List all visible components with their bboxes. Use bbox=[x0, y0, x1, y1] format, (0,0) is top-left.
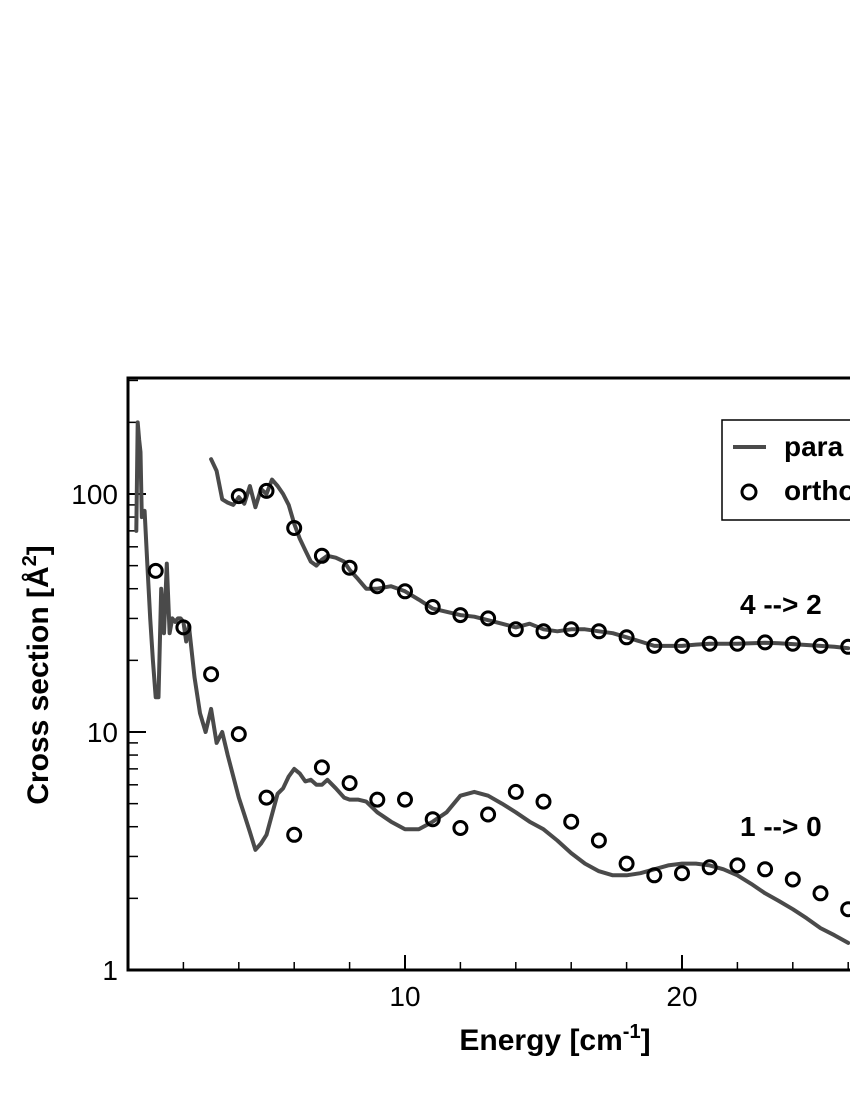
ortho-marker bbox=[812, 885, 829, 902]
series-layer bbox=[134, 420, 850, 945]
ortho-marker bbox=[480, 610, 497, 627]
ortho-marker bbox=[424, 599, 441, 615]
legend-ortho-marker bbox=[740, 483, 758, 501]
ortho-marker bbox=[618, 855, 635, 872]
annotation-1-0: 1 --> 0 bbox=[740, 811, 822, 842]
ortho-marker bbox=[175, 619, 192, 636]
x-tick-label: 20 bbox=[666, 981, 697, 1012]
ortho-marker bbox=[784, 871, 801, 888]
ortho-marker bbox=[535, 793, 552, 810]
ortho-marker bbox=[701, 859, 718, 876]
ortho-marker bbox=[147, 562, 164, 579]
ortho-marker bbox=[286, 520, 303, 536]
ortho-marker bbox=[701, 635, 718, 652]
ortho-marker bbox=[369, 791, 386, 808]
ortho-marker bbox=[784, 635, 801, 652]
ortho-marker bbox=[313, 759, 330, 776]
ortho-marker bbox=[757, 634, 774, 651]
axis-ticks: 10 20 1 10 100 bbox=[71, 379, 849, 1012]
ortho-marker bbox=[729, 857, 746, 874]
annotation-4-2: 4 --> 2 bbox=[740, 589, 822, 620]
x-axis-label: Energy [cm-1] bbox=[459, 1021, 650, 1057]
ortho-marker bbox=[369, 578, 386, 595]
ortho-marker bbox=[507, 621, 524, 638]
ortho-marker bbox=[203, 666, 220, 683]
ortho-marker bbox=[286, 826, 303, 843]
ortho-marker bbox=[452, 820, 469, 836]
y-tick-label: 1 bbox=[102, 955, 118, 986]
ortho-marker bbox=[674, 865, 690, 882]
ortho-marker bbox=[397, 583, 413, 600]
ortho-marker bbox=[563, 813, 580, 830]
y-axis-label: Cross section [Å2] bbox=[19, 545, 55, 805]
ortho-marker bbox=[646, 637, 663, 654]
ortho-marker bbox=[812, 637, 829, 654]
ortho-marker bbox=[341, 775, 358, 792]
ortho-marker bbox=[258, 789, 275, 806]
plot-frame bbox=[126, 376, 850, 972]
ortho-marker bbox=[590, 623, 607, 640]
ortho-marker bbox=[452, 607, 469, 624]
legend: para ortho bbox=[721, 419, 850, 521]
ortho-marker bbox=[590, 832, 607, 849]
ortho-marker bbox=[507, 783, 524, 800]
ortho-marker bbox=[840, 638, 850, 655]
ortho-marker bbox=[313, 547, 330, 564]
legend-ortho-label: ortho bbox=[784, 475, 850, 506]
legend-para-label: para bbox=[784, 431, 844, 462]
ortho-marker bbox=[341, 559, 358, 576]
ortho-marker bbox=[230, 488, 247, 505]
ortho-marker bbox=[674, 637, 690, 654]
legend-box bbox=[721, 419, 850, 521]
ortho-marker bbox=[729, 635, 746, 652]
x-tick-label: 10 bbox=[389, 981, 420, 1012]
ortho-marker bbox=[757, 861, 774, 878]
ortho-marker bbox=[646, 867, 663, 884]
ortho-marker bbox=[535, 623, 552, 640]
y-tick-label: 10 bbox=[87, 717, 118, 748]
ortho-marker bbox=[230, 726, 247, 743]
y-tick-label: 100 bbox=[71, 479, 118, 510]
ortho-marker bbox=[618, 629, 635, 646]
ortho-marker bbox=[480, 806, 497, 823]
ortho-marker bbox=[397, 791, 413, 808]
plot-area bbox=[126, 376, 850, 972]
ortho-marker bbox=[840, 901, 850, 918]
ortho-marker bbox=[258, 482, 275, 499]
ortho-marker bbox=[424, 811, 441, 828]
ortho-marker bbox=[563, 621, 580, 638]
